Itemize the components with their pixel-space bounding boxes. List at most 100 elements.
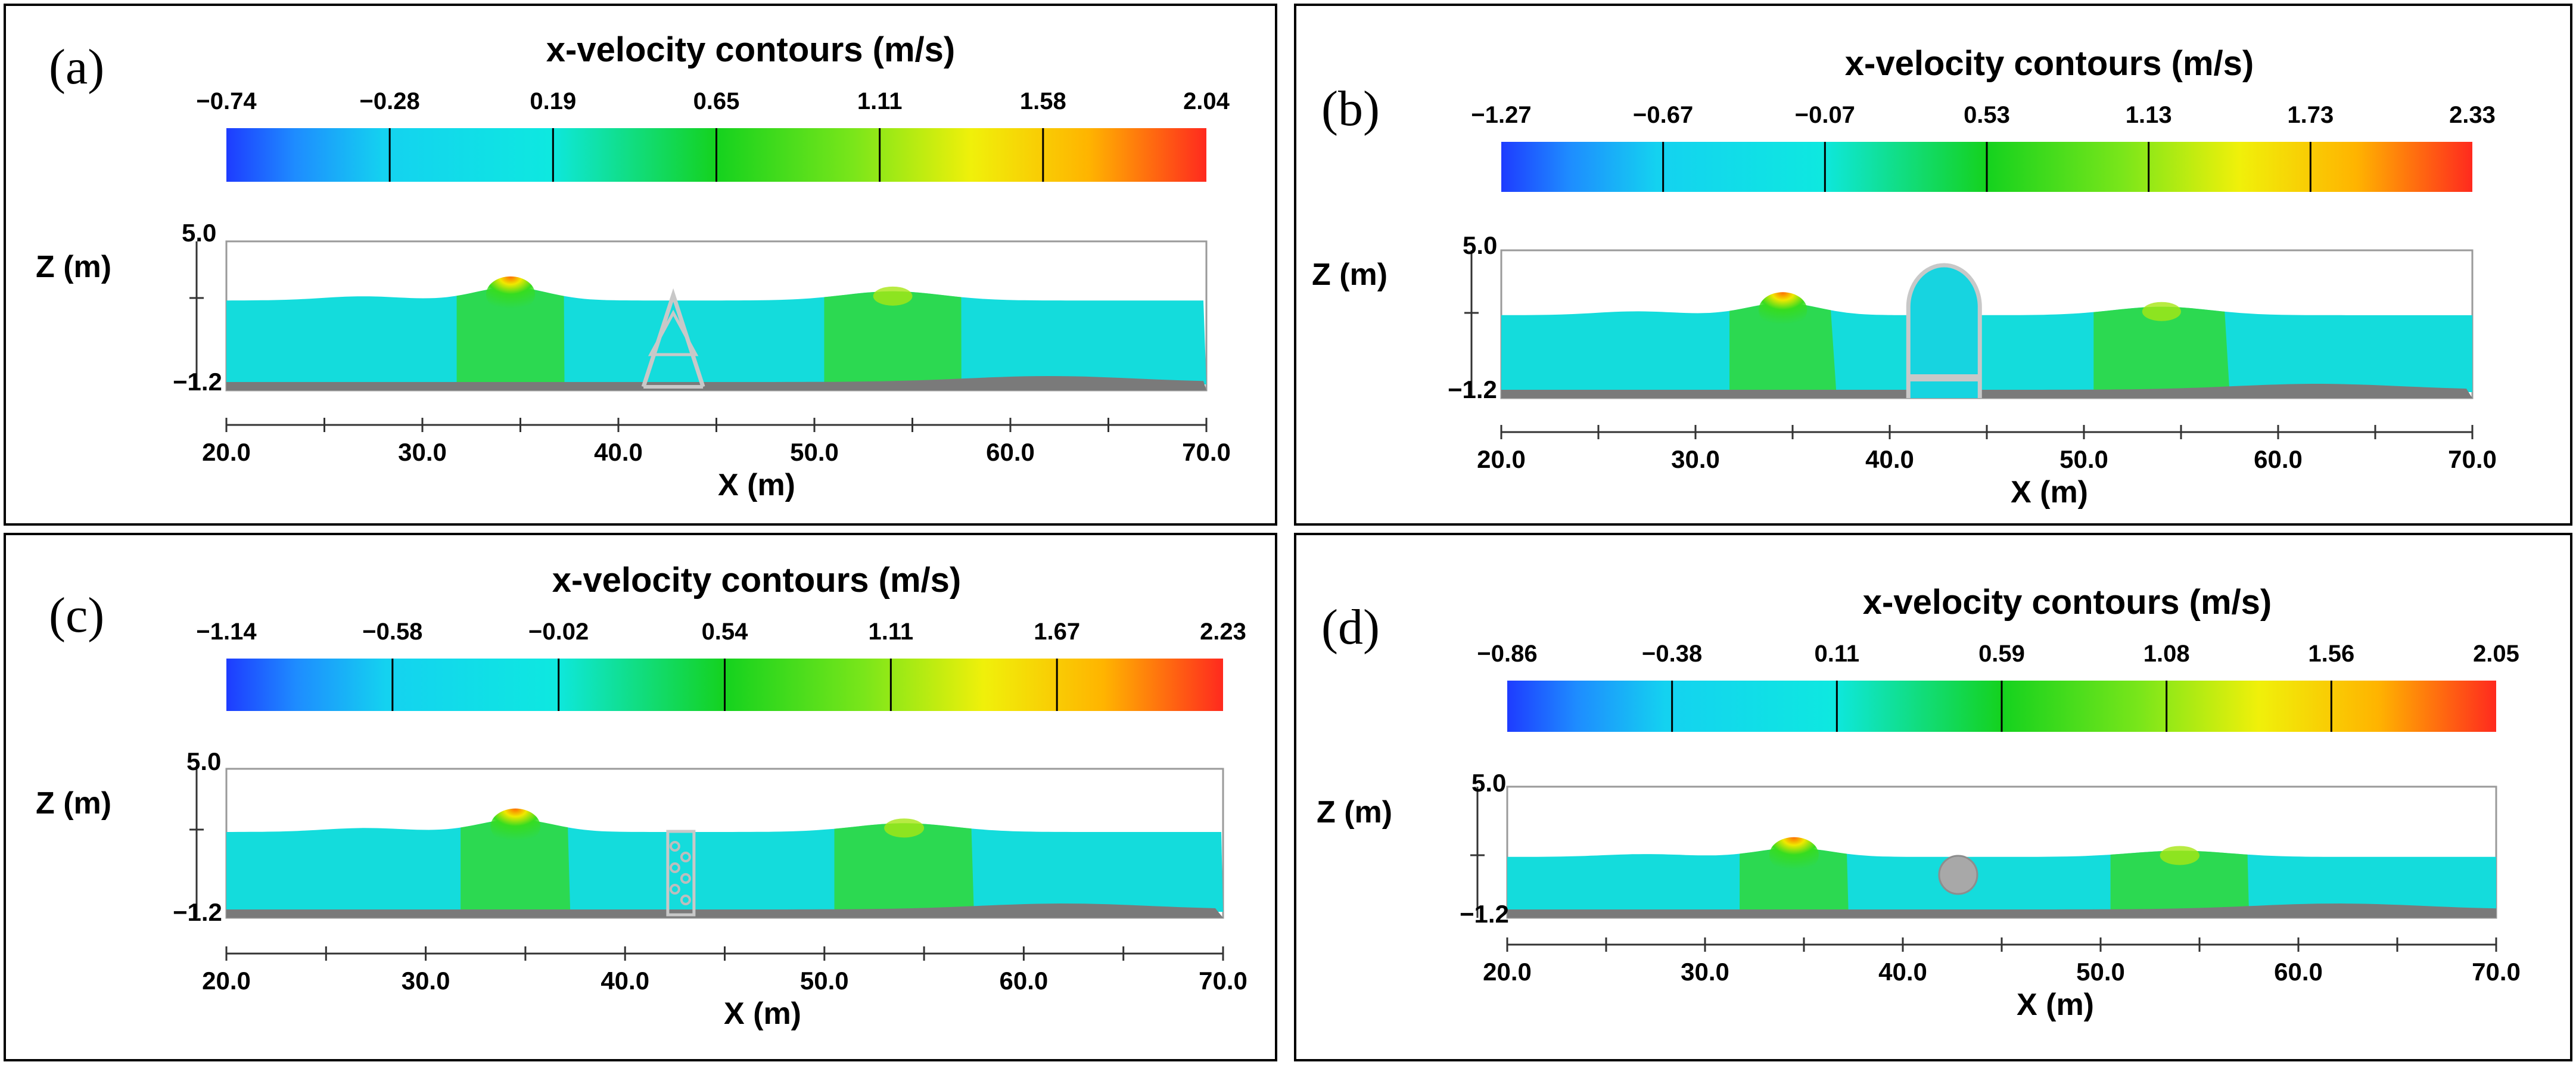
colorbar-tick-label: 0.19	[530, 88, 576, 114]
panel-border	[1294, 4, 2572, 526]
x-tick-label: 40.0	[1878, 958, 1927, 986]
velocity-zone	[461, 819, 571, 912]
rubble-outline	[666, 830, 696, 917]
water-body	[226, 287, 1206, 384]
colorbar-tick-label: 2.05	[2473, 641, 2519, 667]
colorbar-tick-label: 1.11	[857, 88, 903, 114]
panel-border	[4, 533, 1277, 1061]
colorbar-tick-label: 0.59	[1978, 641, 2025, 667]
colorbar-tick-label: 1.13	[2126, 102, 2172, 128]
y-tick-label: −1.2	[1448, 375, 1497, 403]
chart-title: x-velocity contours (m/s)	[552, 561, 961, 600]
chart-panel-b: (b) x-velocity contours (m/s) −1.27 −0.67 −0…	[1294, 4, 2572, 526]
x-tick-label: 60.0	[1000, 967, 1049, 995]
colorbar-tick-label: −0.02	[528, 619, 589, 645]
x-tick-label: 30.0	[402, 967, 450, 995]
y-tick-label: −1.2	[173, 368, 222, 396]
y-axis-label: Z (m)	[36, 250, 111, 284]
seabed	[1507, 903, 2496, 918]
crest-hotspot	[2142, 302, 2181, 321]
x-tick-label: 20.0	[1483, 958, 1532, 986]
structure-circular-cylinder	[1938, 855, 1978, 895]
panel-label: (a)	[49, 39, 104, 95]
x-tick-label: 30.0	[1681, 958, 1729, 986]
colorbar-tick-label: 2.04	[1183, 88, 1230, 114]
colorbar-tick-label: −0.67	[1633, 102, 1693, 128]
y-axis-label: Z (m)	[36, 786, 111, 821]
colorbar-tick-label: −0.07	[1795, 102, 1855, 128]
panel-border	[1294, 533, 2572, 1061]
colorbar-tick-label: 1.67	[1034, 619, 1080, 645]
rubble-stone	[669, 884, 680, 895]
crest-hotspot	[486, 276, 536, 312]
y-tick-label: −1.2	[1460, 900, 1509, 928]
colorbar-tick-label: 1.73	[2287, 102, 2334, 128]
x-tick-label: 50.0	[2076, 958, 2125, 986]
colorbar-tick-label: 0.11	[1815, 641, 1860, 667]
y-tick-label: 5.0	[1471, 769, 1506, 797]
y-tick-label: 5.0	[182, 219, 216, 247]
x-axis-label: X (m)	[2017, 988, 2094, 1022]
x-tick-label: 40.0	[1865, 445, 1914, 473]
x-tick-label: 70.0	[1182, 438, 1231, 466]
chart-panel-c: (c) x-velocity contours (m/s) −1.14 −0.58 −0…	[4, 533, 1277, 1061]
colorbar-tick-label: −0.28	[360, 88, 420, 114]
crest-hotspot	[2160, 846, 2199, 865]
x-tick-label: 50.0	[2059, 445, 2108, 473]
colorbar-tick-label: 1.11	[869, 619, 914, 645]
x-tick-label: 40.0	[601, 967, 649, 995]
x-tick-label: 60.0	[2274, 958, 2323, 986]
velocity-zone	[1740, 847, 1849, 912]
rubble-stone	[680, 873, 691, 884]
x-axis-label: X (m)	[718, 468, 795, 502]
velocity-zone	[1729, 303, 1837, 392]
x-tick-label: 50.0	[790, 438, 839, 466]
frame-inner	[648, 309, 699, 356]
colorbar-tick-label: 0.53	[1964, 102, 2010, 128]
colorbar-tick-label: 2.33	[2449, 102, 2496, 128]
frame-leg	[641, 288, 705, 388]
colorbar-tick-label: −0.74	[196, 88, 257, 114]
y-axis-label: Z (m)	[1317, 795, 1392, 830]
y-tick-label: 5.0	[186, 747, 221, 775]
crest-hotspot	[1758, 292, 1807, 328]
structure-rubble-block	[666, 830, 696, 917]
seabed	[1501, 384, 2472, 398]
chart-title: x-velocity contours (m/s)	[1845, 44, 2254, 83]
crest-hotspot	[884, 818, 925, 838]
colorbar-tick-label: 1.08	[2143, 641, 2190, 667]
colorbar-tick-label: 2.23	[1200, 619, 1246, 645]
panel-label: (c)	[49, 588, 104, 643]
colorbar-tick-label: −1.14	[196, 619, 257, 645]
velocity-zone	[456, 287, 565, 384]
colorbar-tick-label: −1.27	[1471, 102, 1531, 128]
crest-hotspot	[873, 286, 913, 306]
y-tick-label: 5.0	[1463, 231, 1497, 259]
rubble-stone	[669, 841, 680, 852]
colorbar-tick-label: −0.38	[1642, 641, 1702, 667]
colorbar-tick-label: −0.58	[362, 619, 422, 645]
panel-label: (b)	[1321, 81, 1380, 136]
colorbar-tick-label: −0.86	[1477, 641, 1537, 667]
colorbar-tick-label: 0.65	[693, 88, 740, 114]
velocity-zone	[2093, 306, 2230, 392]
arch-deck	[1909, 374, 1979, 381]
y-axis-label: Z (m)	[1312, 257, 1387, 292]
arch-shell	[1906, 263, 1982, 398]
velocity-zone	[824, 291, 962, 384]
water-body	[1507, 847, 2496, 912]
colorbar-tick-label: 0.54	[702, 619, 749, 645]
x-tick-label: 20.0	[1477, 445, 1526, 473]
crest-hotspot	[490, 808, 540, 844]
rubble-stone	[680, 852, 691, 862]
rubble-stone	[680, 895, 691, 905]
x-tick-label: 70.0	[1199, 967, 1247, 995]
x-axis-label: X (m)	[724, 996, 801, 1031]
water-body	[1501, 303, 2472, 392]
rubble-stone	[669, 862, 680, 873]
x-tick-label: 60.0	[2254, 445, 2303, 473]
panel-border	[4, 4, 1277, 526]
x-tick-label: 30.0	[1671, 445, 1720, 473]
x-axis-label: X (m)	[2011, 475, 2088, 510]
